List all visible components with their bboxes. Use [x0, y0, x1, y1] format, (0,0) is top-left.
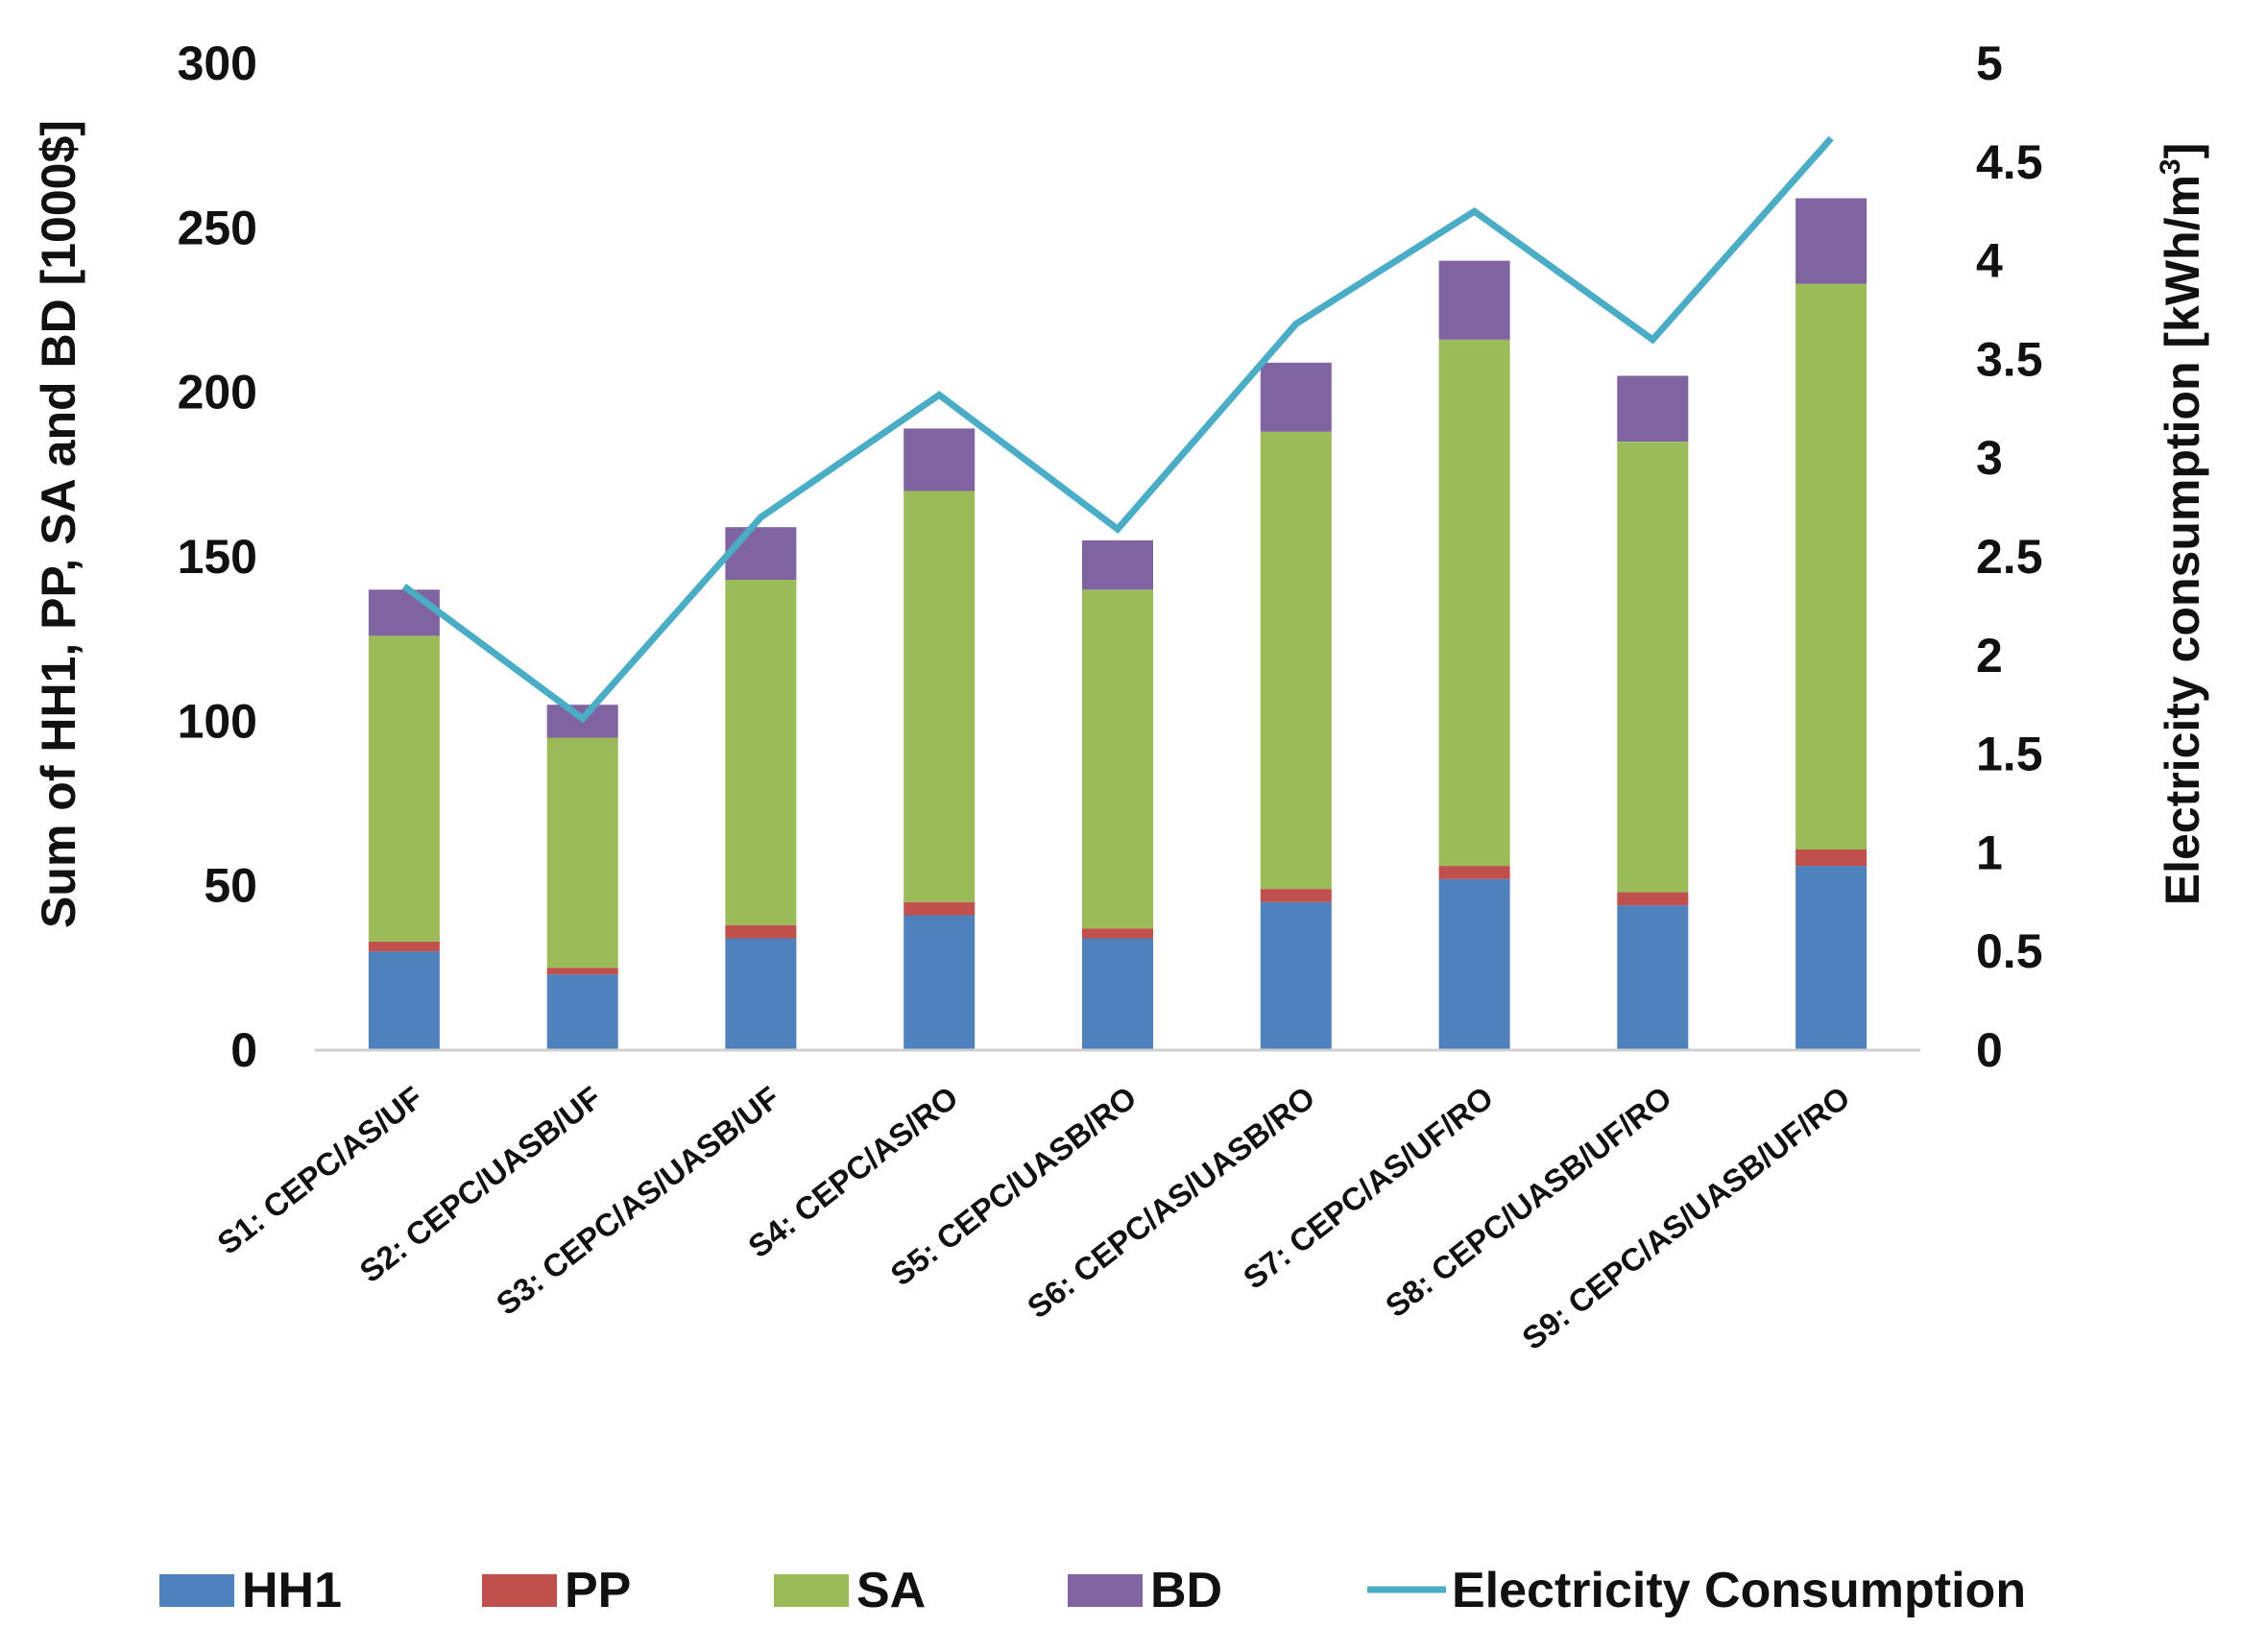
bar-sa-s6 [1260, 431, 1332, 890]
electricity-consumption-line [401, 135, 1834, 724]
legend-swatch-bd [1068, 1574, 1143, 1607]
right-tick-3-5: 3.5 [1976, 332, 2043, 386]
right-tick-0-5: 0.5 [1976, 924, 2043, 978]
bars-layer [368, 198, 1868, 1050]
right-tick-0: 0 [1976, 1023, 2003, 1077]
bar-bd-s6 [1260, 362, 1332, 432]
bar-bd-s1 [368, 589, 440, 636]
legend-label-pp: PP [565, 1563, 631, 1618]
bar-pp-s5 [1082, 928, 1153, 939]
legend: HH1 PP SA BD Electricity Consumption [159, 1563, 2026, 1618]
bar-hh1-s5 [1082, 938, 1153, 1050]
right-tick-5: 5 [1976, 36, 2003, 90]
category-label-s6: S6: CEPC/AS/UASB/RO [1021, 1079, 1321, 1325]
right-tick-3: 3 [1976, 431, 2003, 485]
left-tick-100: 100 [178, 694, 257, 748]
bar-hh1-s2 [546, 974, 618, 1050]
bar-hh1-s4 [904, 915, 976, 1050]
left-tick-50: 50 [204, 859, 257, 913]
category-label-s8: S8: CEPC/UASB/UF/RO [1379, 1079, 1678, 1324]
left-tick-0: 0 [230, 1023, 257, 1077]
bar-sa-s1 [368, 635, 440, 942]
legend-label-electricity: Electricity Consumption [1452, 1563, 2026, 1618]
right-tick-1-5: 1.5 [1976, 728, 2043, 781]
category-label-s9: S9: CEPC/AS/UASB/UF/RO [1515, 1079, 1856, 1356]
left-axis-ticks: 0 50 100 150 200 250 300 [178, 36, 257, 1077]
legend-swatch-pp [482, 1574, 557, 1607]
left-tick-150: 150 [178, 530, 257, 584]
bar-bd-s9 [1795, 198, 1868, 284]
bar-sa-s9 [1795, 283, 1868, 850]
bar-sa-s5 [1082, 589, 1153, 929]
bar-sa-s3 [725, 580, 797, 925]
legend-label-sa: SA [856, 1563, 926, 1618]
right-tick-4: 4 [1976, 234, 2003, 288]
right-tick-4-5: 4.5 [1976, 135, 2043, 189]
bar-pp-s8 [1617, 892, 1689, 906]
bar-sa-s4 [904, 491, 976, 902]
legend-label-bd: BD [1150, 1563, 1222, 1618]
legend-swatch-sa [774, 1574, 849, 1607]
bar-hh1-s9 [1795, 866, 1868, 1050]
bar-pp-s4 [904, 901, 976, 916]
bar-pp-s1 [368, 941, 440, 952]
bar-sa-s2 [546, 737, 618, 969]
right-axis-title-superscript: 3 [2155, 158, 2186, 175]
right-axis-title-close: ] [2156, 143, 2209, 159]
right-axis-ticks: 0 0.5 1 1.5 2 2.5 3 3.5 4 4.5 5 [1976, 36, 2043, 1077]
right-axis-title-main: Electricity consumption [kWh/m [2156, 175, 2209, 905]
left-tick-250: 250 [178, 201, 257, 254]
category-label-s3: S3: CEPC/AS/UASB/UF [490, 1079, 786, 1322]
bar-bd-s4 [904, 428, 976, 491]
bar-pp-s7 [1438, 866, 1510, 879]
bar-hh1-s7 [1438, 878, 1510, 1050]
bar-hh1-s8 [1617, 905, 1689, 1050]
bar-bd-s5 [1082, 539, 1153, 590]
bar-pp-s2 [546, 968, 618, 975]
bar-hh1-s6 [1260, 901, 1332, 1050]
left-tick-300: 300 [178, 36, 257, 90]
left-tick-200: 200 [178, 366, 257, 419]
bar-bd-s8 [1617, 375, 1689, 442]
bar-pp-s6 [1260, 889, 1332, 902]
bar-sa-s8 [1617, 442, 1689, 893]
bar-bd-s3 [725, 527, 797, 580]
bar-sa-s7 [1438, 339, 1510, 867]
right-axis-title: Electricity consumption [kWh/m3] [2155, 143, 2209, 906]
legend-swatch-hh1 [159, 1574, 234, 1607]
right-tick-2-5: 2.5 [1976, 530, 2043, 584]
bar-hh1-s1 [368, 951, 440, 1050]
legend-label-hh1: HH1 [242, 1563, 342, 1618]
right-tick-2: 2 [1976, 629, 2003, 682]
bar-pp-s3 [725, 924, 797, 939]
right-tick-1: 1 [1976, 826, 2003, 879]
left-axis-title: Sum of HH1, PP, SA and BD [1000$] [32, 120, 85, 928]
bar-bd-s7 [1438, 260, 1510, 340]
bar-hh1-s3 [725, 938, 797, 1050]
bar-pp-s9 [1795, 850, 1868, 867]
